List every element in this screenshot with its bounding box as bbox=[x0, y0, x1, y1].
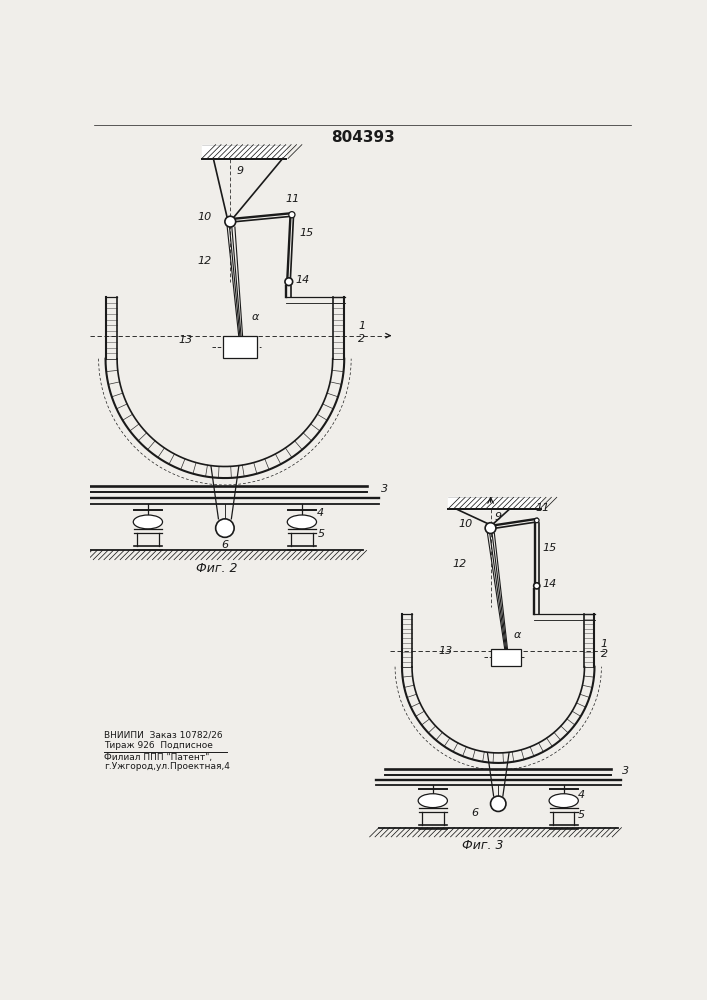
Circle shape bbox=[288, 212, 295, 218]
Text: 13: 13 bbox=[179, 335, 193, 345]
Text: 5: 5 bbox=[317, 529, 325, 539]
Text: 9: 9 bbox=[236, 166, 244, 176]
Text: 10: 10 bbox=[198, 212, 212, 222]
Text: α: α bbox=[252, 312, 259, 322]
Circle shape bbox=[485, 523, 496, 533]
Text: 2: 2 bbox=[601, 649, 608, 659]
Text: ВНИИПИ  Заказ 10782/26: ВНИИПИ Заказ 10782/26 bbox=[104, 731, 223, 740]
Text: Филиал ППП "Патент",: Филиал ППП "Патент", bbox=[104, 753, 212, 762]
Text: 9: 9 bbox=[494, 512, 501, 522]
Text: 10: 10 bbox=[458, 519, 472, 529]
Circle shape bbox=[225, 216, 235, 227]
Ellipse shape bbox=[133, 515, 163, 529]
Text: 6: 6 bbox=[472, 808, 479, 818]
Ellipse shape bbox=[287, 515, 317, 529]
Text: 14: 14 bbox=[295, 275, 309, 285]
Text: 14: 14 bbox=[542, 579, 556, 589]
Text: 5: 5 bbox=[578, 810, 585, 820]
Circle shape bbox=[285, 278, 293, 286]
Text: Фиг. 3: Фиг. 3 bbox=[462, 839, 503, 852]
Text: г.Ужгород,ул.Проектная,4: г.Ужгород,ул.Проектная,4 bbox=[104, 762, 230, 771]
Text: 2: 2 bbox=[358, 334, 366, 344]
Text: 4: 4 bbox=[317, 508, 325, 518]
Circle shape bbox=[216, 519, 234, 537]
Text: Фиг. 2: Фиг. 2 bbox=[197, 562, 238, 575]
Text: 12: 12 bbox=[452, 559, 467, 569]
Text: 13: 13 bbox=[438, 646, 452, 656]
Bar bbox=[491, 649, 520, 666]
Text: 15: 15 bbox=[300, 228, 314, 237]
Text: Тираж 926  Подписное: Тираж 926 Подписное bbox=[104, 741, 213, 750]
Ellipse shape bbox=[418, 794, 448, 808]
Text: 1: 1 bbox=[601, 639, 608, 649]
Text: 3: 3 bbox=[381, 484, 388, 494]
Text: 6: 6 bbox=[221, 540, 228, 550]
Text: 11: 11 bbox=[535, 503, 549, 513]
Text: 1: 1 bbox=[358, 321, 366, 331]
Ellipse shape bbox=[549, 794, 578, 808]
Text: 12: 12 bbox=[198, 256, 212, 266]
Text: 11: 11 bbox=[286, 194, 300, 204]
Text: 4: 4 bbox=[578, 790, 585, 800]
Text: 804393: 804393 bbox=[331, 130, 395, 145]
Circle shape bbox=[534, 518, 539, 523]
Circle shape bbox=[534, 583, 540, 589]
Bar bbox=[223, 336, 257, 358]
Text: 15: 15 bbox=[543, 543, 557, 553]
Text: 3: 3 bbox=[622, 766, 629, 776]
Text: α: α bbox=[514, 630, 521, 640]
Circle shape bbox=[491, 796, 506, 811]
